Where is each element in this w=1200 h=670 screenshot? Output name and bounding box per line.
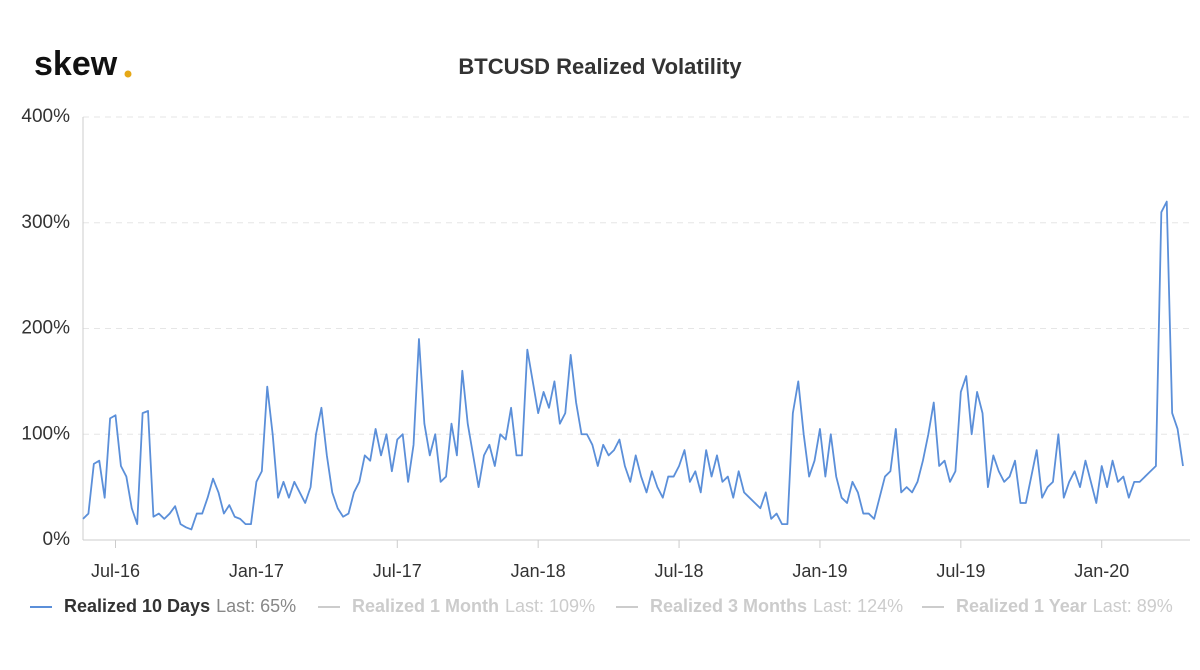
legend-label: Realized 3 Months Last: 124%: [650, 596, 903, 616]
legend-item[interactable]: Realized 3 Months Last: 124%: [616, 596, 903, 616]
legend-last: Last: 124%: [813, 596, 903, 616]
chart-title: BTCUSD Realized Volatility: [458, 54, 742, 79]
legend-name: Realized 1 Month: [352, 596, 499, 616]
x-tick-label: Jul-16: [91, 561, 140, 581]
y-tick-label: 0%: [43, 529, 71, 550]
y-tick-label: 200%: [21, 318, 70, 339]
legend-label: Realized 1 Month Last: 109%: [352, 596, 595, 616]
x-tick-label: Jul-17: [373, 561, 422, 581]
x-tick-label: Jan-20: [1074, 561, 1129, 581]
x-tick-label: Jan-18: [511, 561, 566, 581]
series-line: [82, 200, 1184, 531]
legend-item[interactable]: Realized 1 Month Last: 109%: [318, 596, 595, 616]
legend-label: Realized 1 Year Last: 89%: [956, 596, 1173, 616]
legend-item[interactable]: Realized 10 Days Last: 65%: [30, 596, 296, 616]
legend-label: Realized 10 Days Last: 65%: [64, 596, 296, 616]
x-tick-label: Jan-19: [792, 561, 847, 581]
legend-last: Last: 89%: [1093, 596, 1173, 616]
x-tick-label: Jul-18: [655, 561, 704, 581]
logo: skew: [34, 45, 118, 83]
legend-name: Realized 10 Days: [64, 596, 210, 616]
x-tick-label: Jul-19: [936, 561, 985, 581]
y-tick-label: 300%: [21, 212, 70, 233]
x-tick-label: Jan-17: [229, 561, 284, 581]
legend-last: Last: 109%: [505, 596, 595, 616]
legend-last: Last: 65%: [216, 596, 296, 616]
legend-name: Realized 3 Months: [650, 596, 807, 616]
legend-name: Realized 1 Year: [956, 596, 1087, 616]
y-tick-label: 100%: [21, 423, 70, 444]
logo-dot: [124, 70, 132, 78]
y-tick-label: 400%: [21, 106, 70, 127]
legend-item[interactable]: Realized 1 Year Last: 89%: [922, 596, 1173, 616]
